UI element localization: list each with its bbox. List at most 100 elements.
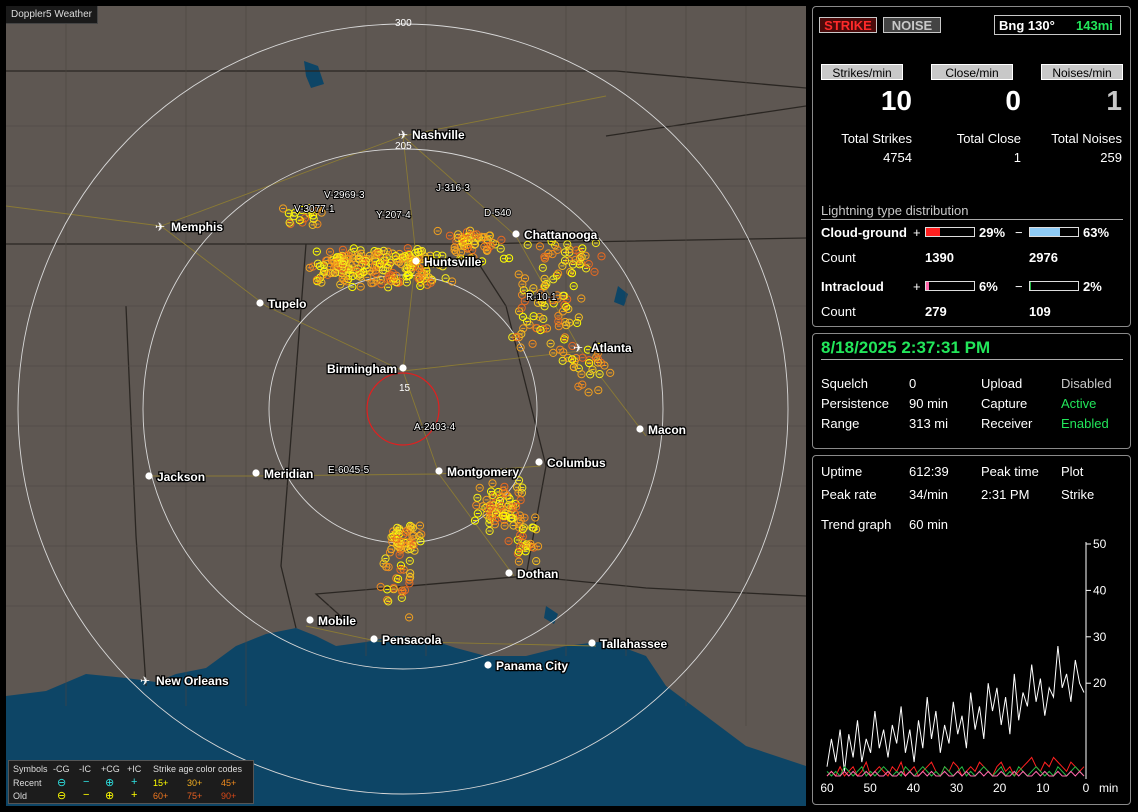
x-tick-label: 30: [950, 781, 964, 795]
strike-marker: [517, 303, 526, 312]
strike-marker: [569, 363, 578, 372]
strike-map[interactable]: 300 205 15 ✈ Nashville ✈ Memphis Chattanooga…: [6, 6, 806, 806]
strike-marker: [583, 345, 593, 354]
legend-neg-ic-old-icon: −: [83, 789, 90, 801]
plot-value[interactable]: Strike: [1061, 487, 1095, 502]
strike-marker: [391, 252, 400, 261]
strike-marker: [478, 502, 487, 511]
strike-marker: [560, 333, 570, 342]
strike-marker: [415, 532, 424, 541]
legend-neg-ic-recent-icon: −: [83, 776, 90, 788]
strike-marker: [365, 266, 374, 275]
strike-marker: [432, 251, 441, 260]
strike-marker: [536, 326, 545, 335]
noise-mode-button[interactable]: NOISE: [883, 17, 941, 33]
strike-marker: [390, 274, 399, 283]
ic-negative-bar: [1029, 281, 1079, 291]
trend-line: [826, 765, 1085, 777]
distribution-title: Lightning type distribution: [821, 203, 969, 218]
strike-marker: [591, 238, 601, 248]
city-dot-icon: [370, 635, 378, 643]
strikes-per-min-button[interactable]: Strikes/min: [821, 64, 903, 80]
strike-marker: [389, 585, 398, 594]
strike-marker: [383, 263, 392, 272]
ic-negative-pct: 2%: [1083, 279, 1102, 294]
strike-marker: [488, 490, 497, 500]
capture-label: Capture: [981, 396, 1028, 411]
strike-marker: [456, 254, 465, 263]
strike-marker: [523, 240, 532, 249]
city-label: Pensacola: [382, 633, 442, 647]
strike-marker: [317, 208, 326, 217]
city-label: Tupelo: [268, 297, 306, 311]
bar-fill: [926, 228, 940, 236]
strike-marker: [485, 526, 494, 536]
strike-marker: [534, 542, 543, 551]
trend-line: [826, 770, 1085, 777]
city-dot-icon: [512, 230, 520, 238]
strike-marker: [590, 267, 599, 276]
storm-label: V-2969-3: [324, 190, 365, 201]
strikes-per-min-value: 10: [880, 85, 912, 116]
strike-marker: [471, 240, 480, 249]
strike-marker: [405, 538, 414, 548]
cg-negative-pct: 63%: [1083, 225, 1110, 240]
roads: [6, 95, 647, 647]
symbol-legend: Symbols -CG -IC +CG +IC Strike age color…: [8, 760, 254, 804]
strike-marker: [535, 312, 544, 322]
trend-y-ticks: 50 40 30 20: [1086, 537, 1107, 690]
storm-label: J-316-3: [436, 183, 470, 194]
strike-marker: [526, 539, 535, 548]
strike-marker: [528, 339, 537, 348]
strike-marker: [568, 355, 577, 364]
strike-marker: [305, 263, 314, 272]
strike-marker: [504, 500, 513, 510]
strike-marker: [376, 582, 385, 592]
strike-marker: [554, 269, 563, 278]
noises-per-min-button[interactable]: Noises/min: [1041, 64, 1123, 80]
strike-marker: [486, 502, 495, 511]
strike-marker: [520, 513, 529, 522]
strike-marker: [297, 205, 307, 215]
x-tick-label: 10: [1036, 781, 1050, 795]
lake-2: [614, 286, 628, 306]
strike-marker: [435, 260, 444, 269]
app-title: Doppler5 Weather: [6, 6, 98, 24]
strike-marker: [416, 537, 425, 546]
strike-marker: [480, 233, 489, 242]
airport-icon: ✈: [573, 341, 583, 355]
cg-minus-sign: −: [1015, 225, 1023, 240]
uptime-value: 612:39: [909, 464, 949, 479]
strike-mode-button[interactable]: STRIKE: [819, 17, 877, 33]
strike-marker: [578, 380, 587, 389]
y-tick-label: 50: [1093, 537, 1107, 551]
bearing-value: Bng 130°: [999, 18, 1055, 33]
strike-marker: [486, 511, 495, 520]
legend-old-label: Old: [13, 791, 28, 801]
strike-marker: [554, 322, 563, 331]
strike-marker: [338, 274, 347, 283]
strike-marker: [572, 354, 581, 363]
strike-marker: [588, 365, 597, 374]
storm-label: Y-207-4: [376, 210, 411, 221]
strike-marker: [499, 511, 508, 520]
trend-graph-value[interactable]: 60 min: [909, 517, 949, 532]
strike-marker: [325, 247, 335, 256]
city-label: Panama City: [496, 659, 568, 673]
strike-marker: [478, 257, 487, 266]
city-label: Chattanooga: [524, 228, 598, 242]
strike-marker: [383, 595, 392, 605]
strike-marker: [344, 265, 353, 274]
city-label: Meridian: [264, 467, 313, 481]
close-per-min-button[interactable]: Close/min: [931, 64, 1013, 80]
persistence-value: 90 min: [909, 396, 949, 411]
strike-marker: [330, 259, 339, 268]
strike-marker: [279, 204, 288, 213]
trend-panel: Uptime 612:39 Peak time Plot Peak rate 3…: [812, 455, 1131, 805]
strike-marker: [300, 214, 310, 223]
strike-marker: [514, 557, 524, 566]
strike-marker: [417, 267, 426, 276]
distribution-divider: [821, 219, 1123, 220]
status-panel: 8/18/2025 2:37:31 PM Squelch 0 Upload Di…: [812, 333, 1131, 449]
city-label: Montgomery: [447, 465, 519, 479]
